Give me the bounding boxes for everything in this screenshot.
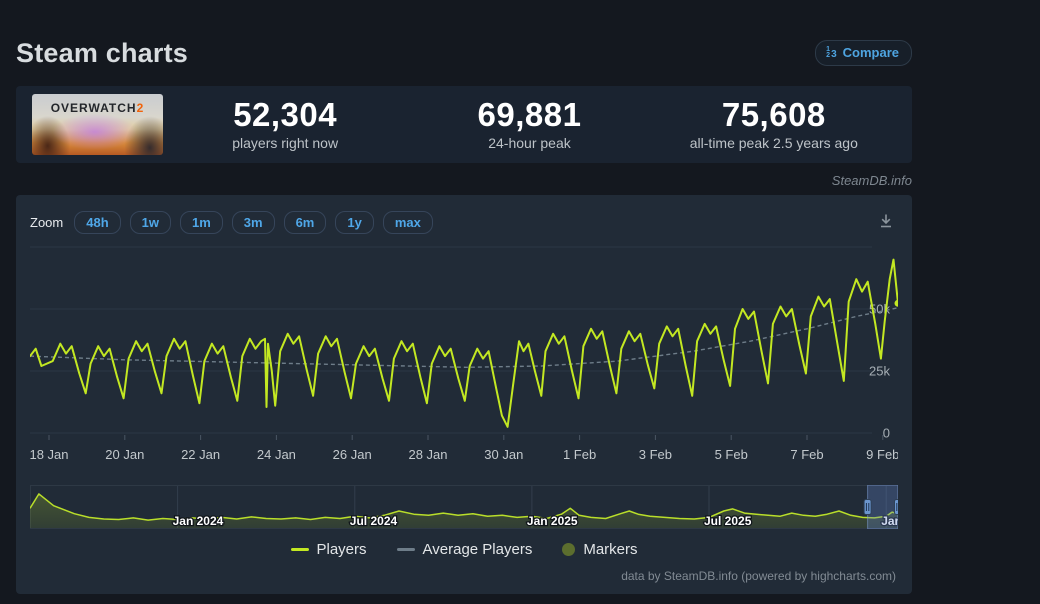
- stat-value: 75,608: [721, 96, 826, 134]
- range-buttons: 48h 1w 1m 3m 6m 1y max: [74, 210, 433, 234]
- legend-item-markers[interactable]: Markers: [562, 541, 638, 558]
- stat-label: players right now: [232, 134, 339, 151]
- x-axis-label: 22 Jan: [181, 447, 220, 462]
- compare-button-label: Compare: [842, 45, 899, 60]
- x-axis-label: 9 Feb: [866, 447, 898, 462]
- zoom-range-button-3m[interactable]: 3m: [231, 210, 275, 234]
- stat-label: 24-hour peak: [488, 134, 571, 151]
- legend-swatch: [562, 543, 576, 556]
- y-axis-label: 0: [883, 426, 890, 441]
- credit-link[interactable]: data by SteamDB.info (powered by highcha…: [621, 569, 896, 583]
- legend-label: Players: [316, 541, 367, 558]
- stats-panel: OVERWATCH2 52,304 players right now 69,881…: [16, 86, 912, 163]
- stat-label: all-time peak 2.5 years ago: [689, 134, 858, 151]
- navigator-selection[interactable]: [867, 485, 898, 529]
- navigator-date-label: Jan 2024: [173, 514, 224, 528]
- compare-button[interactable]: 1 2 3 Compare: [815, 40, 912, 66]
- download-button[interactable]: [874, 209, 898, 236]
- watermark-row: SteamDB.info: [16, 172, 912, 188]
- x-axis-label: 30 Jan: [484, 447, 523, 462]
- x-axis-label: 28 Jan: [408, 447, 447, 462]
- zoom-label: Zoom: [30, 214, 64, 230]
- zoom-range-button-max[interactable]: max: [382, 210, 433, 234]
- chart-panel: Zoom 48h 1w 1m 3m 6m 1y max 50k 25k 0 18 Jan 20 Ja…: [16, 195, 912, 594]
- zoom-range-button-48h[interactable]: 48h: [74, 210, 121, 234]
- players-line: [30, 258, 898, 428]
- x-axis-label: 26 Jan: [333, 447, 372, 462]
- navigator-handle-right[interactable]: [894, 499, 899, 515]
- zoom-range-button-1y[interactable]: 1y: [335, 210, 374, 234]
- x-axis-label: 5 Feb: [715, 447, 748, 462]
- credit-row: data by SteamDB.info (powered by highcha…: [621, 567, 896, 585]
- legend-item-average-players[interactable]: Average Players: [396, 541, 533, 558]
- navigator-svg[interactable]: Jan 2024 Jul 2024 Jan 2025 Jul 2025 Jan…: [30, 485, 898, 529]
- compare-numbers-icon: 1 2 3: [826, 45, 837, 60]
- chart-legend: Players Average Players Markers: [16, 541, 912, 558]
- page-title: Steam charts: [16, 37, 188, 68]
- x-axis-label: 18 Jan: [30, 447, 69, 462]
- stat-block: 52,304 players right now: [163, 98, 407, 151]
- chart-toolbar: Zoom 48h 1w 1m 3m 6m 1y max: [30, 209, 898, 235]
- legend-item-players[interactable]: Players: [290, 541, 367, 558]
- stat-block: 75,608 all-time peak 2.5 years ago: [652, 98, 896, 151]
- stat-value: 69,881: [477, 96, 582, 134]
- zoom-range-button-6m[interactable]: 6m: [283, 210, 327, 234]
- x-axis-label: 24 Jan: [257, 447, 296, 462]
- download-icon: [881, 214, 891, 227]
- legend-swatch: [290, 548, 309, 551]
- zoom-range-button-1m[interactable]: 1m: [179, 210, 223, 234]
- stats-row: 52,304 players right now 69,881 24-hour pea…: [163, 98, 896, 151]
- x-axis-label: 7 Feb: [790, 447, 823, 462]
- stat-value: 52,304: [233, 96, 338, 134]
- navigator-date-label: Jan 2025: [527, 514, 578, 528]
- navigator-date-label: Jan…: [881, 514, 898, 528]
- stat-block: 69,881 24-hour peak: [407, 98, 651, 151]
- navigator-date-label: Jul 2025: [704, 514, 752, 528]
- x-axis-label: 1 Feb: [563, 447, 596, 462]
- y-axis-label: 25k: [869, 364, 890, 379]
- legend-label: Markers: [583, 541, 638, 558]
- game-capsule-image: OVERWATCH2: [32, 94, 163, 155]
- navigator-date-label: Jul 2024: [350, 514, 398, 528]
- legend-swatch: [396, 548, 415, 551]
- page-content: Steam charts 1 2 3 Compare OVERWATCH2 52…: [16, 0, 912, 594]
- navigator-area: [30, 493, 898, 528]
- navigator-line: [30, 493, 898, 521]
- x-axis-label: 3 Feb: [639, 447, 672, 462]
- game-logo: OVERWATCH2: [50, 101, 145, 115]
- steamdb-watermark: SteamDB.info: [831, 173, 912, 188]
- average-players-line: [30, 307, 898, 369]
- page-header: Steam charts 1 2 3 Compare: [16, 0, 912, 70]
- x-axis-label: 20 Jan: [105, 447, 144, 462]
- zoom-range-button-1w[interactable]: 1w: [129, 210, 171, 234]
- navigator-handle-left[interactable]: [863, 499, 872, 515]
- current-value-marker: [894, 299, 898, 307]
- legend-label: Average Players: [422, 541, 533, 558]
